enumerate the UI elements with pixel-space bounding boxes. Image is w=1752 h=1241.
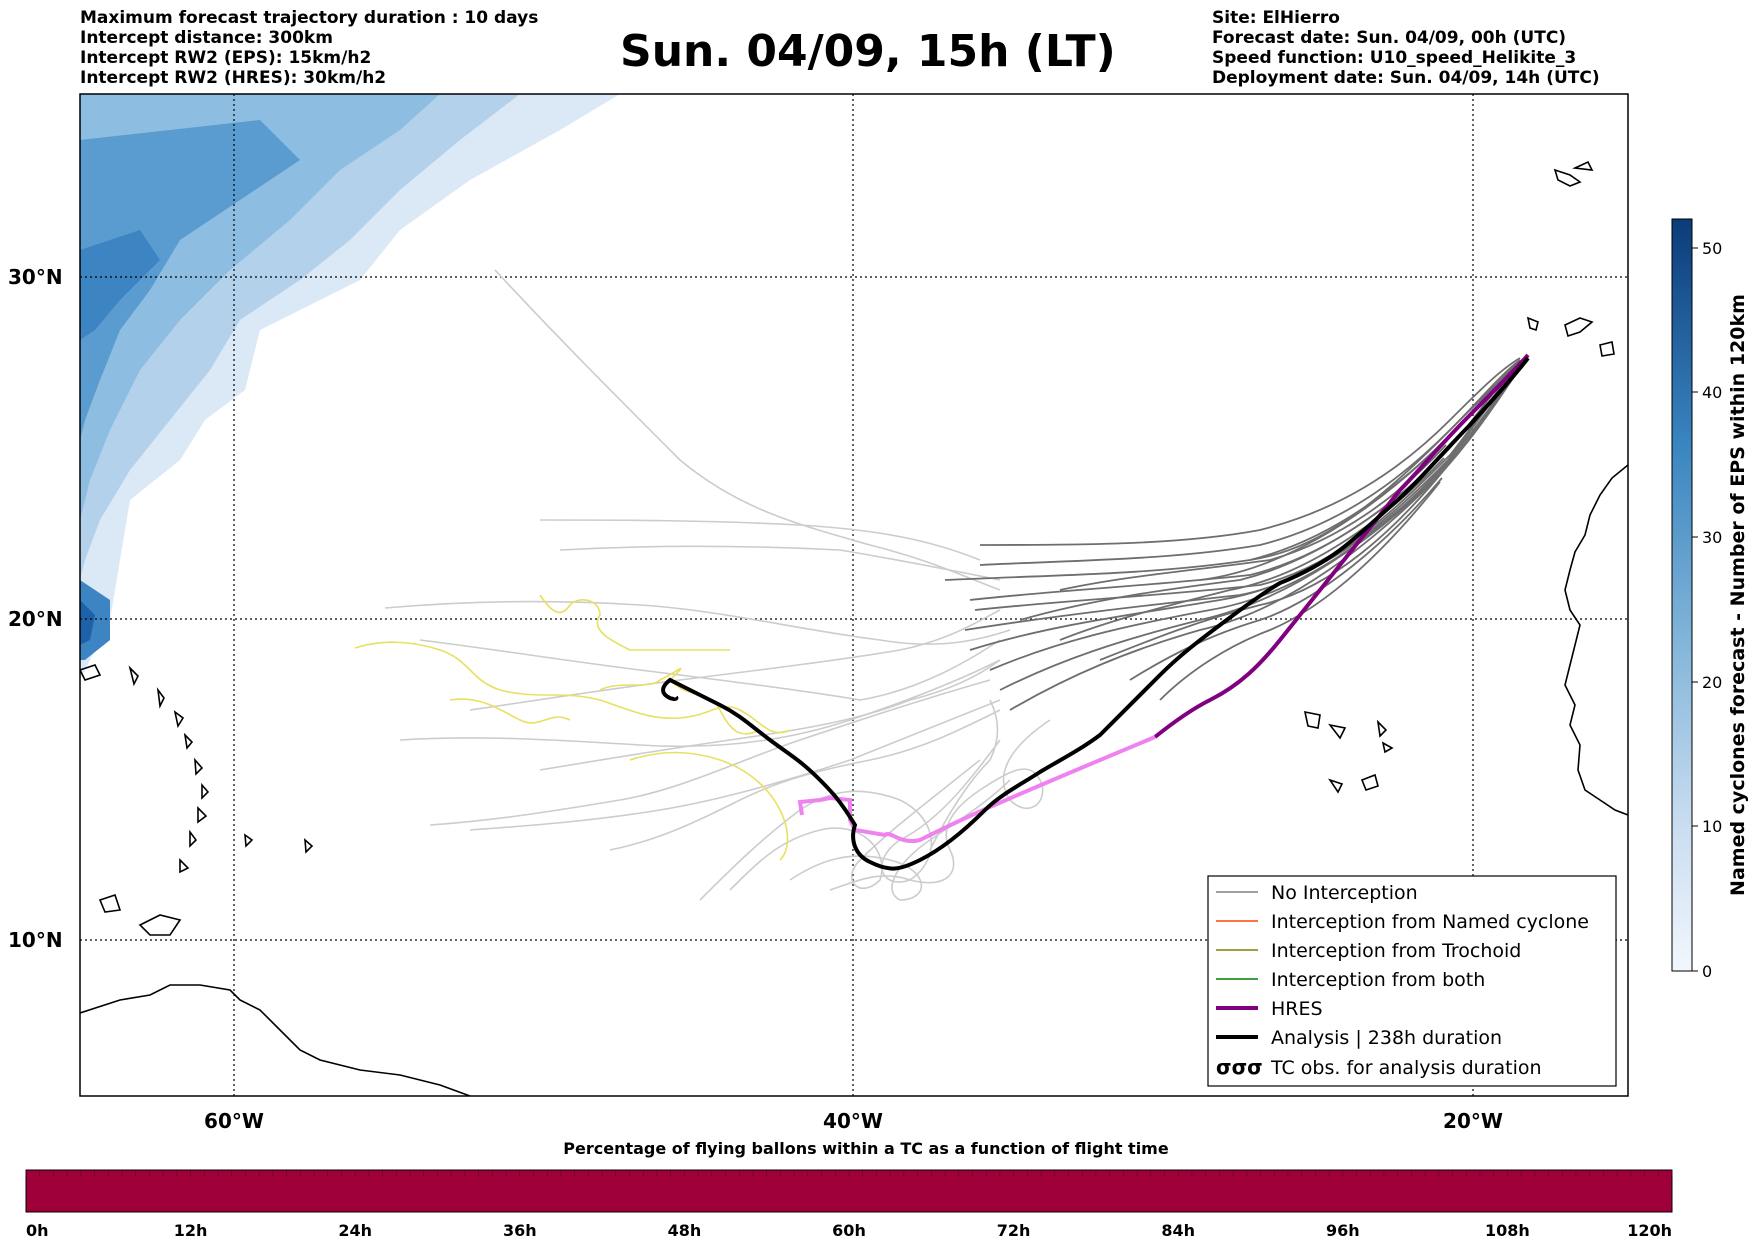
header-line-site: Site: ElHierro [1212, 8, 1340, 28]
trajectory [539, 519, 981, 561]
header-right: Site: ElHierro Forecast date: Sun. 04/09… [1212, 8, 1600, 88]
header-line-speed-function: Speed function: U10_speed_Helikite_3 [1212, 48, 1577, 68]
trajectory [929, 699, 999, 851]
trajectory [559, 545, 1001, 581]
colorbar-tick-20: 20 [1702, 673, 1722, 692]
trajectory [429, 679, 991, 826]
time-bar-fill [25, 1169, 1673, 1213]
colorbar-tick-30: 30 [1702, 528, 1722, 547]
time-bar-tick-label: 60h [832, 1221, 866, 1240]
hres-trajectory-late [797, 735, 1156, 844]
trajectory [1009, 367, 1521, 711]
header-line-forecast-date: Forecast date: Sun. 04/09, 00h (UTC) [1212, 28, 1567, 48]
header-line-distance: Intercept distance: 300km [80, 28, 333, 48]
header-line-deployment-date: Deployment date: Sun. 04/09, 14h (UTC) [1212, 68, 1600, 88]
coast-lesser-antilles [128, 665, 314, 874]
trajectory [539, 594, 730, 651]
cyclone-density-field [80, 94, 620, 680]
time-bar-tick-label: 120h [1627, 1221, 1672, 1240]
time-bar-tick-label: 84h [1161, 1221, 1195, 1240]
trajectory [469, 609, 1001, 711]
time-bar-tick-label: 12h [174, 1221, 208, 1240]
coast-island [98, 893, 122, 913]
colorbar-right-ticks: 0 10 20 30 40 50 [1692, 239, 1722, 981]
trajectory [609, 709, 1001, 851]
legend-label-hres: HRES [1271, 998, 1323, 1020]
colorbar-right-label: Named cyclones forecast - Number of EPS … [1727, 294, 1749, 896]
analysis-trajectory [661, 356, 1530, 871]
coast-south-america [80, 984, 471, 1096]
trajectory [629, 751, 789, 861]
time-bar-tick-label: 24h [338, 1221, 372, 1240]
map-frame [79, 93, 1629, 1097]
time-bar-tick-label: 48h [668, 1221, 702, 1240]
header-line-rw2-eps: Intercept RW2 (EPS): 15km/h2 [80, 48, 372, 68]
time-bar: Percentage of flying ballons within a TC… [25, 1139, 1673, 1240]
trajectory [419, 639, 1001, 701]
legend: No Interception Interception from Named … [1207, 875, 1617, 1087]
lon-label-20w: 20°W [1443, 1109, 1503, 1133]
trajectory [469, 699, 1001, 831]
trajectory [1099, 469, 1445, 661]
time-bar-title: Percentage of flying ballons within a TC… [563, 1139, 1169, 1158]
coast-puerto-rico [80, 664, 102, 681]
colorbar-tick-50: 50 [1702, 239, 1722, 258]
legend-label-trochoid: Interception from Trochoid [1271, 940, 1521, 962]
trajectory [1159, 481, 1441, 701]
colorbar-tick-40: 40 [1702, 383, 1722, 402]
legend-swatch-tc-obs-icon: σσσ [1216, 1055, 1263, 1079]
coast-west-africa [1564, 464, 1628, 816]
trajectory [1199, 359, 1521, 581]
time-bar-tick-label: 96h [1326, 1221, 1360, 1240]
coastlines [80, 160, 1628, 1096]
trajectory [539, 659, 1001, 771]
trajectory [989, 365, 1521, 671]
page-title: Sun. 04/09, 15h (LT) [620, 26, 1116, 77]
trajectory [1129, 477, 1443, 681]
trajectory [399, 659, 1001, 748]
legend-label-tc-obs: TC obs. for analysis duration [1270, 1057, 1542, 1079]
legend-label-named-cyclone: Interception from Named cyclone [1271, 911, 1589, 933]
trajectory [449, 698, 571, 724]
colorbar-tick-10: 10 [1702, 817, 1722, 836]
coast-azores [1553, 160, 1594, 187]
legend-label-both: Interception from both [1271, 969, 1485, 991]
header-left: Maximum forecast trajectory duration : 1… [80, 8, 538, 88]
trajectory [729, 759, 981, 891]
lat-label-10n: 10°N [8, 928, 63, 952]
colorbar-tick-0: 0 [1702, 962, 1712, 981]
coast-cape-verde [1303, 710, 1394, 794]
time-bar-tick-label: 36h [503, 1221, 537, 1240]
lon-label-60w: 60°W [204, 1109, 264, 1133]
trajectory [354, 641, 791, 734]
time-bar-tick-label: 0h [26, 1221, 49, 1240]
trajectory [494, 269, 1001, 591]
time-bar-ticks: 0h 12h 24h 36h 48h 60h 72h 84h 96h 108h 120h [25, 1170, 1673, 1240]
header-line-rw2-hres: Intercept RW2 (HRES): 30km/h2 [80, 68, 387, 88]
time-bar-tick-label: 72h [997, 1221, 1031, 1240]
trajectory [384, 600, 1011, 645]
coast-trinidad [138, 914, 182, 936]
legend-label-analysis: Analysis | 238h duration [1271, 1027, 1502, 1049]
lon-label-40w: 40°W [823, 1109, 883, 1133]
trajectory [979, 357, 1521, 546]
trajectory [979, 719, 1051, 809]
lat-label-30n: 30°N [8, 265, 63, 289]
coast-canaries [1526, 316, 1615, 357]
eps-light-trajectories [384, 269, 1051, 901]
colorbar-right-scale [1671, 218, 1693, 972]
legend-label-no-interception: No Interception [1271, 882, 1418, 904]
time-bar-tick-label: 108h [1485, 1221, 1530, 1240]
trajectory [829, 789, 981, 891]
header-line-duration: Maximum forecast trajectory duration : 1… [80, 8, 539, 28]
legend-box [1207, 875, 1617, 1087]
hres-trajectory [1153, 353, 1530, 739]
lat-label-20n: 20°N [8, 607, 63, 631]
colorbar-right: 0 10 20 30 40 50 Named cyclones forecast… [1671, 218, 1749, 981]
